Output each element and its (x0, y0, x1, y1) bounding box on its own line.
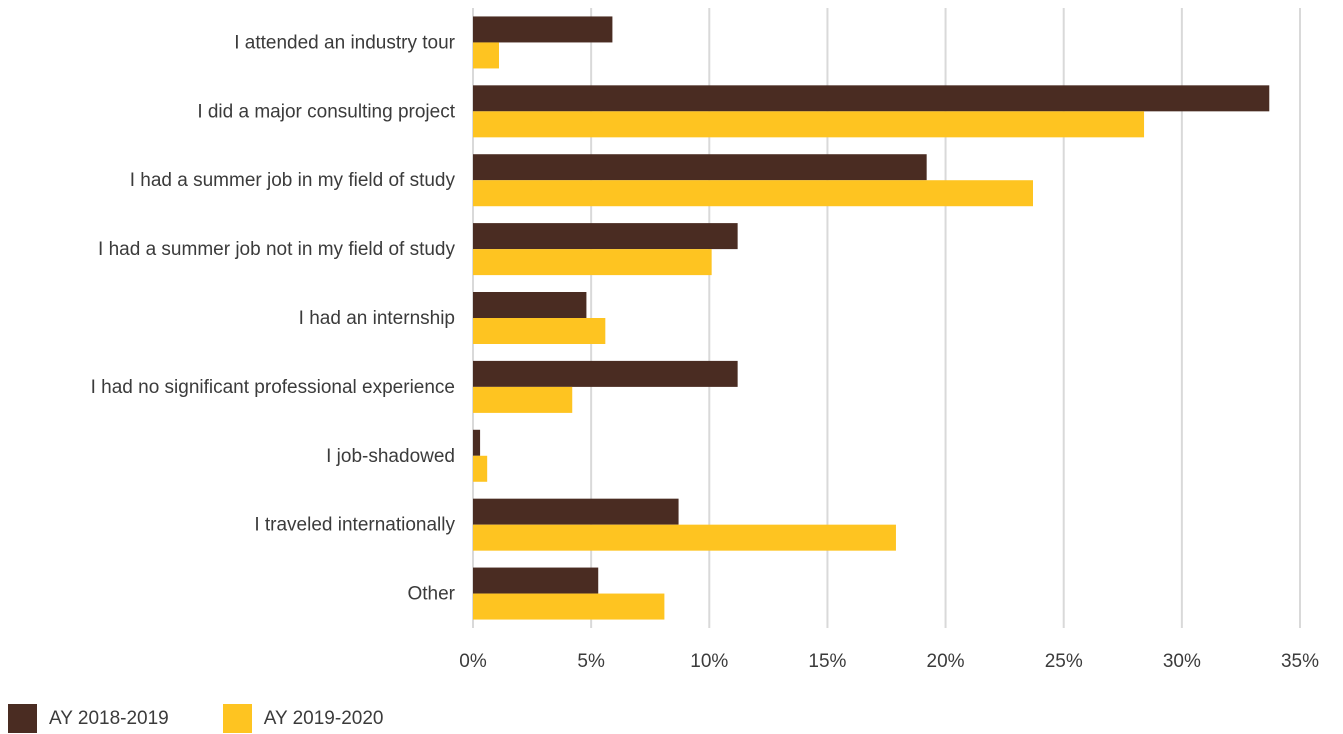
legend-label-series-2: AY 2019-2020 (263, 707, 384, 729)
bar-series-2 (473, 455, 488, 482)
bar-series-1 (473, 85, 1270, 112)
bar-series-1 (473, 498, 679, 525)
x-tick-label: 10% (690, 651, 728, 672)
bar-series-2 (473, 524, 896, 551)
x-tick-label: 30% (1163, 651, 1201, 672)
category-label: I had no significant professional experi… (91, 377, 455, 398)
x-tick-label: 25% (1045, 651, 1083, 672)
category-label: I traveled internationally (254, 515, 455, 536)
x-tick-label: 0% (459, 651, 487, 672)
legend-item-series-1: AY 2018-2019 (8, 704, 169, 733)
category-label: I job-shadowed (326, 446, 455, 467)
category-label: I had a summer job not in my field of st… (98, 239, 455, 260)
bar-series-1 (473, 360, 738, 387)
category-label: I did a major consulting project (197, 101, 455, 122)
bar-chart: I attended an industry tour I did a major… (91, 8, 1319, 672)
category-label: I attended an industry tour (234, 32, 455, 53)
bar-series-2 (473, 249, 712, 276)
x-tick-label: 5% (577, 651, 605, 672)
bar-series-1 (473, 16, 613, 43)
bar-series-1 (473, 429, 481, 456)
legend-item-series-2: AY 2019-2020 (222, 704, 384, 733)
bar-series-2 (473, 111, 1145, 138)
bar-series-1 (473, 292, 587, 318)
x-tick-label: 20% (927, 651, 965, 672)
bar-series-2 (473, 318, 606, 344)
category-labels: I attended an industry tour I did a major… (91, 32, 456, 604)
bar-series-2 (473, 593, 665, 620)
bar-series-2 (473, 386, 573, 413)
bar-series-1 (473, 154, 927, 181)
x-tick-label: 15% (808, 651, 846, 672)
x-tick-label: 35% (1281, 651, 1319, 672)
bar-series-1 (473, 567, 599, 594)
bar-series-2 (473, 42, 499, 69)
legend: AY 2018-2019 AY 2019-2020 (8, 704, 437, 733)
bar-series-1 (473, 223, 738, 250)
bars (473, 16, 1270, 620)
category-label: I had an internship (299, 308, 455, 329)
bar-series-2 (473, 180, 1033, 207)
legend-label-series-1: AY 2018-2019 (49, 707, 169, 729)
legend-swatch-series-1 (8, 704, 37, 733)
category-label: Other (407, 584, 455, 605)
legend-swatch-series-2 (222, 704, 252, 733)
x-tick-labels: 0% 5% 10% 15% 20% 25% 30% 35% (459, 651, 1319, 672)
category-label: I had a summer job in my field of study (130, 170, 456, 191)
